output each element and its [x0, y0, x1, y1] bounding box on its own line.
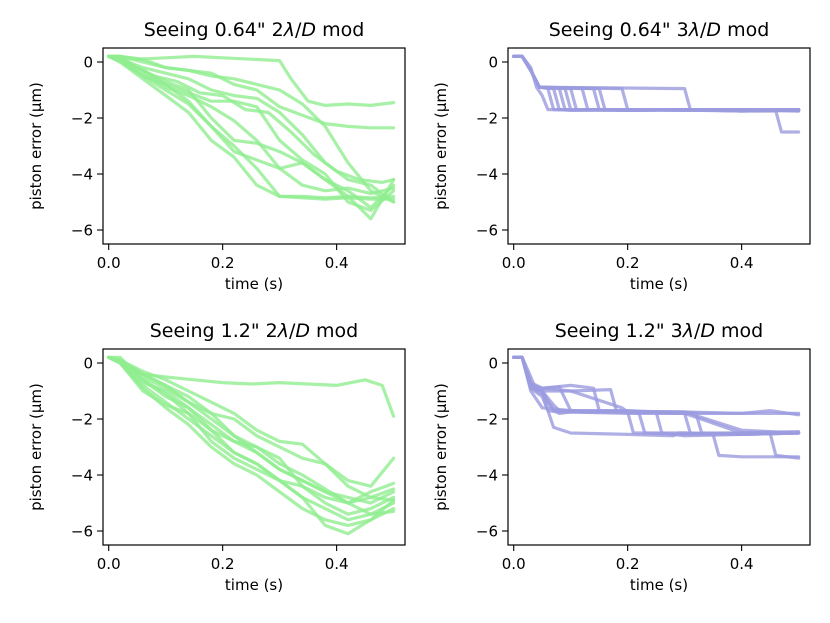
y-tick-label: −6 [476, 222, 498, 240]
series-line-9 [107, 54, 396, 200]
x-axis-label: time (s) [630, 576, 688, 594]
chart-title-part: Seeing 0.64" 3 [549, 19, 689, 41]
y-tick-label: −2 [476, 110, 498, 128]
series-line-11 [512, 54, 801, 134]
chart-panel-bottom-left: 0.0 0.2 0.4 0 −2 −4 −6 time (s) piston error (µm… [27, 320, 406, 594]
x-tick-label: 0.4 [730, 555, 754, 573]
series-line-6 [512, 355, 801, 438]
chart-title-part: λ [283, 19, 295, 41]
y-tick-label: −4 [476, 166, 498, 184]
plot-frame [507, 348, 811, 546]
chart-title-part: / [289, 320, 296, 342]
x-tick-label: 0.2 [616, 555, 640, 573]
x-axis-label: time (s) [225, 275, 283, 293]
series-line-9 [512, 355, 801, 460]
series-line-4 [512, 355, 801, 436]
y-tick-label: −4 [71, 467, 93, 485]
y-tick-label: −6 [476, 523, 498, 541]
x-axis-label: time (s) [225, 576, 283, 594]
y-tick-label: 0 [83, 355, 93, 373]
series-line-7 [107, 355, 396, 488]
series-line-3 [512, 54, 801, 113]
y-tick-label: −2 [476, 411, 498, 429]
y-tick-label: −6 [71, 523, 93, 541]
chart-title-part: λ [688, 19, 700, 41]
plot-frame [102, 348, 406, 546]
chart-panel-bottom-right: 0.0 0.2 0.4 0 −2 −4 −6 time (s) piston error (µm… [432, 320, 811, 594]
chart-title-part: mod [715, 320, 763, 342]
plot-frame [507, 47, 811, 245]
chart-title-part: mod [316, 19, 364, 41]
series-line-11 [107, 54, 396, 210]
x-tick-label: 0.2 [616, 254, 640, 272]
x-tick-label: 0.4 [730, 254, 754, 272]
chart-title-part: mod [721, 19, 769, 41]
series-line-5 [512, 355, 801, 436]
chart-title-part: mod [310, 320, 358, 342]
chart-title-part: D [301, 19, 316, 41]
chart-title-part: Seeing 1.2" 2 [150, 320, 278, 342]
x-tick-label: 0.0 [502, 555, 526, 573]
plot-frame [102, 47, 406, 245]
series-line-2 [512, 355, 801, 415]
chart-title-part: D [706, 19, 721, 41]
y-tick-label: −2 [71, 411, 93, 429]
series-line-11 [107, 355, 396, 536]
series-line-8 [107, 54, 396, 204]
y-axis-label: piston error (µm) [27, 82, 45, 210]
x-axis-label: time (s) [630, 275, 688, 293]
series-line-10 [512, 355, 801, 435]
chart-title-part: λ [277, 320, 289, 342]
x-tick-label: 0.0 [502, 254, 526, 272]
y-tick-label: −4 [71, 166, 93, 184]
series-line-9 [107, 355, 396, 516]
x-tick-label: 0.2 [211, 254, 235, 272]
series-line-7 [107, 54, 396, 221]
y-tick-label: 0 [488, 355, 498, 373]
y-tick-label: −6 [71, 222, 93, 240]
series-line-10 [107, 54, 396, 204]
x-tick-label: 0.2 [211, 555, 235, 573]
y-axis-label: piston error (µm) [432, 82, 450, 210]
x-tick-label: 0.4 [325, 555, 349, 573]
chart-title: Seeing 1.2" 3λ/D mod [555, 320, 763, 342]
series-line-10 [107, 355, 396, 505]
chart-title-part: D [700, 320, 715, 342]
y-tick-label: 0 [83, 54, 93, 72]
x-tick-label: 0.0 [97, 254, 121, 272]
chart-title-part: / [295, 19, 302, 41]
chart-panel-top-left: 0.0 0.2 0.4 0 −2 −4 −6 time (s) piston error (µm… [27, 19, 406, 293]
chart-title: Seeing 0.64" 2λ/D mod [144, 19, 365, 41]
chart-title-part: Seeing 0.64" 2 [144, 19, 284, 41]
chart-title-part: λ [682, 320, 694, 342]
y-tick-label: −2 [71, 110, 93, 128]
y-axis-label: piston error (µm) [432, 383, 450, 511]
x-tick-label: 0.0 [97, 555, 121, 573]
series-line-7 [512, 355, 801, 438]
chart-panel-top-right: 0.0 0.2 0.4 0 −2 −4 −6 time (s) piston error (µm… [432, 19, 811, 293]
x-tick-label: 0.4 [325, 254, 349, 272]
y-tick-label: −4 [476, 467, 498, 485]
chart-title-part: / [694, 320, 701, 342]
y-tick-label: 0 [488, 54, 498, 72]
chart-title-part: Seeing 1.2" 3 [555, 320, 683, 342]
series-line-3 [512, 355, 801, 435]
chart-title-part: D [295, 320, 310, 342]
chart-title-part: / [700, 19, 707, 41]
chart-title: Seeing 0.64" 3λ/D mod [549, 19, 770, 41]
y-axis-label: piston error (µm) [27, 383, 45, 511]
chart-title: Seeing 1.2" 2λ/D mod [150, 320, 358, 342]
series-line-2 [107, 54, 396, 130]
series-line-5 [107, 355, 396, 516]
